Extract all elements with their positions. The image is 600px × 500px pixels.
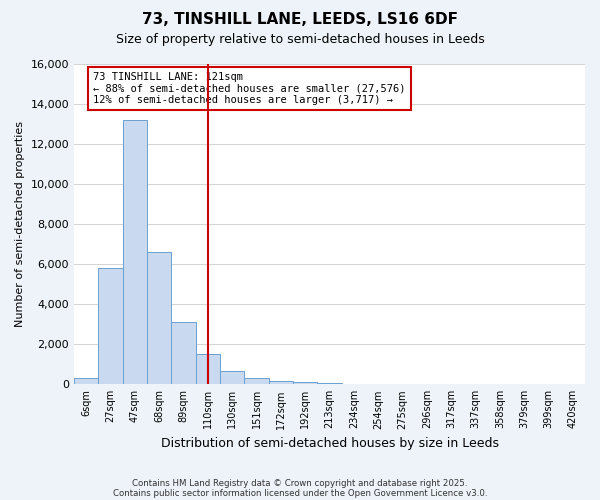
- Bar: [269, 382, 293, 384]
- Text: Size of property relative to semi-detached houses in Leeds: Size of property relative to semi-detach…: [116, 32, 484, 46]
- Text: Contains HM Land Registry data © Crown copyright and database right 2025.: Contains HM Land Registry data © Crown c…: [132, 478, 468, 488]
- Bar: [220, 372, 244, 384]
- Bar: [98, 268, 123, 384]
- Text: 73, TINSHILL LANE, LEEDS, LS16 6DF: 73, TINSHILL LANE, LEEDS, LS16 6DF: [142, 12, 458, 28]
- Bar: [196, 354, 220, 384]
- Text: Contains public sector information licensed under the Open Government Licence v3: Contains public sector information licen…: [113, 488, 487, 498]
- Bar: [172, 322, 196, 384]
- Bar: [123, 120, 147, 384]
- Bar: [74, 378, 98, 384]
- Text: 73 TINSHILL LANE: 121sqm
← 88% of semi-detached houses are smaller (27,576)
12% : 73 TINSHILL LANE: 121sqm ← 88% of semi-d…: [93, 72, 406, 105]
- Bar: [147, 252, 172, 384]
- X-axis label: Distribution of semi-detached houses by size in Leeds: Distribution of semi-detached houses by …: [161, 437, 499, 450]
- Y-axis label: Number of semi-detached properties: Number of semi-detached properties: [15, 121, 25, 327]
- Bar: [244, 378, 269, 384]
- Bar: [293, 382, 317, 384]
